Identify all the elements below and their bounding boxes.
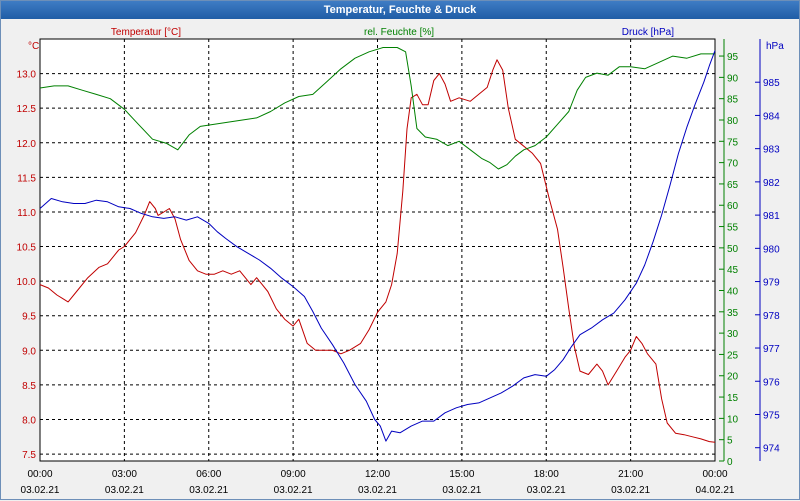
- series: [39, 47, 716, 443]
- x-tick-time: 00:00: [27, 469, 52, 480]
- y-tick-humidity: 85: [727, 95, 739, 106]
- y-tick-temperature: 11.5: [17, 173, 36, 184]
- y-axis-label-humidity: rel. Feuchte [%]: [364, 27, 434, 38]
- x-tick-time: 21:00: [618, 469, 643, 480]
- x-tick-date: 03.02.21: [105, 485, 144, 496]
- y-tick-pressure: 982: [763, 178, 780, 189]
- y-axis-unit-temperature: °C: [28, 41, 39, 52]
- y-tick-humidity: 35: [727, 308, 739, 319]
- y-tick-humidity: 15: [727, 393, 739, 404]
- x-tick-date: 03.02.21: [189, 485, 228, 496]
- y-tick-humidity: 30: [727, 329, 739, 340]
- series-line-temperature: [39, 59, 716, 443]
- y-tick-pressure: 980: [763, 244, 780, 255]
- y-tick-humidity: 75: [727, 137, 739, 148]
- x-tick-date: 03.02.21: [358, 485, 397, 496]
- y-tick-pressure: 976: [763, 377, 780, 388]
- y-tick-temperature: 7.5: [22, 450, 36, 461]
- y-tick-pressure: 977: [763, 344, 780, 355]
- y-tick-humidity: 55: [727, 223, 739, 234]
- y-tick-temperature: 13.0: [17, 70, 37, 81]
- y-tick-pressure: 974: [763, 444, 780, 455]
- x-tick-time: 18:00: [534, 469, 559, 480]
- y-tick-temperature: 10.5: [17, 243, 37, 254]
- series-line-pressure: [39, 50, 716, 442]
- axes: 00:00 03.02.21 03:00 03.02.21 06:00 03.02.21 0…: [17, 39, 780, 496]
- y-tick-pressure: 985: [763, 78, 780, 89]
- x-tick-date: 03.02.21: [442, 485, 481, 496]
- y-tick-pressure: 983: [763, 145, 780, 156]
- y-tick-pressure: 978: [763, 311, 780, 322]
- y-tick-humidity: 25: [727, 350, 739, 361]
- y-tick-humidity: 5: [727, 436, 733, 447]
- y-tick-temperature: 8.5: [22, 381, 36, 392]
- y-tick-temperature: 8.0: [22, 415, 36, 426]
- y-tick-humidity: 95: [727, 52, 739, 63]
- y-tick-temperature: 12.0: [17, 139, 37, 150]
- y-tick-humidity: 90: [727, 73, 739, 84]
- y-tick-humidity: 50: [727, 244, 739, 255]
- y-tick-humidity: 80: [727, 116, 739, 127]
- y-tick-humidity: 60: [727, 201, 739, 212]
- x-tick-date: 03.02.21: [527, 485, 566, 496]
- x-tick-time: 09:00: [281, 469, 306, 480]
- y-tick-temperature: 9.0: [22, 346, 36, 357]
- y-axis-unit-pressure: hPa: [766, 41, 784, 52]
- series-line-humidity: [39, 47, 715, 170]
- x-tick-time: 15:00: [449, 469, 474, 480]
- y-tick-temperature: 12.5: [17, 104, 37, 115]
- y-tick-temperature: 11.0: [17, 208, 36, 219]
- y-tick-pressure: 981: [763, 211, 780, 222]
- y-tick-temperature: 9.5: [22, 312, 36, 323]
- y-tick-temperature: 10.0: [17, 277, 37, 288]
- y-tick-pressure: 975: [763, 410, 780, 421]
- y-tick-humidity: 45: [727, 265, 739, 276]
- y-tick-humidity: 65: [727, 180, 739, 191]
- y-axis-label-temperature: Temperatur [°C]: [111, 27, 181, 38]
- y-tick-pressure: 979: [763, 278, 780, 289]
- window-title: Temperatur, Feuchte & Druck: [1, 1, 799, 19]
- x-tick-date: 03.02.21: [611, 485, 650, 496]
- x-tick-time: 03:00: [112, 469, 137, 480]
- x-tick-date: 03.02.21: [21, 485, 60, 496]
- grid: [40, 39, 715, 461]
- y-tick-humidity: 20: [727, 372, 739, 383]
- x-tick-date: 04.02.21: [696, 485, 735, 496]
- y-tick-humidity: 0: [727, 457, 733, 468]
- y-tick-humidity: 40: [727, 286, 739, 297]
- y-tick-pressure: 984: [763, 111, 780, 122]
- x-tick-time: 12:00: [365, 469, 390, 480]
- x-tick-date: 03.02.21: [274, 485, 313, 496]
- y-tick-humidity: 10: [727, 414, 739, 425]
- y-axis-label-pressure: Druck [hPa]: [622, 27, 674, 38]
- x-tick-time: 00:00: [702, 469, 727, 480]
- x-tick-time: 06:00: [196, 469, 221, 480]
- y-tick-humidity: 70: [727, 159, 739, 170]
